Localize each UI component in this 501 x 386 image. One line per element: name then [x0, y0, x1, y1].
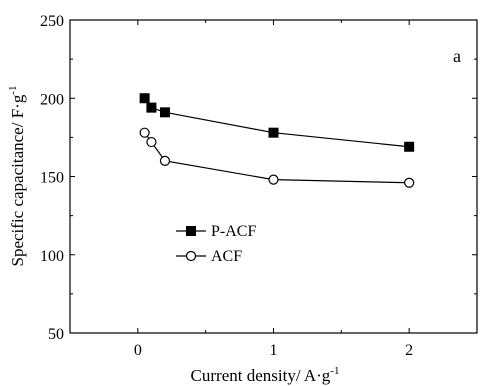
- data-point-acf: [146, 136, 157, 148]
- legend-marker: [185, 250, 197, 262]
- y-tick-label: 200: [40, 91, 64, 108]
- data-point-acf: [404, 177, 415, 188]
- series-acf: [139, 127, 415, 188]
- y-axis-label: Specific capacitance/ F·g-1: [7, 86, 27, 267]
- y-axis-ticks: 50 100 150 200 250: [40, 13, 477, 343]
- x-axis-label: Current density/ A·g-1: [191, 365, 340, 385]
- legend-label: ACF: [211, 248, 242, 265]
- legend-item-acf: ACF: [176, 248, 242, 265]
- legend-item-p-acf: P-ACF: [176, 223, 256, 240]
- panel-label: a: [453, 46, 461, 66]
- legend-marker: [186, 226, 196, 236]
- legend-label: P-ACF: [211, 223, 256, 240]
- x-tick-label: 1: [270, 342, 278, 359]
- data-point-acf: [268, 174, 279, 185]
- series-p-acf: [139, 93, 415, 152]
- x-axis-ticks: 0 1 2: [69, 20, 478, 359]
- y-tick-label: 250: [40, 13, 64, 30]
- series-line-acf: [144, 132, 410, 184]
- series-line-p-acf: [144, 97, 410, 148]
- data-point-p-acf: [139, 93, 150, 104]
- data-point-acf: [139, 127, 150, 138]
- y-tick-label: 50: [48, 326, 64, 343]
- x-tick-label: 2: [405, 342, 413, 359]
- data-point-p-acf: [404, 141, 415, 152]
- series-layer: [139, 93, 415, 188]
- y-tick-label: 150: [40, 170, 64, 187]
- data-point-acf: [159, 155, 171, 166]
- data-point-p-acf: [146, 102, 157, 113]
- legend: P-ACF ACF: [176, 223, 256, 265]
- data-point-p-acf: [159, 107, 170, 118]
- data-point-p-acf: [268, 127, 279, 138]
- x-tick-label: 0: [134, 342, 142, 359]
- y-tick-label: 100: [40, 248, 64, 265]
